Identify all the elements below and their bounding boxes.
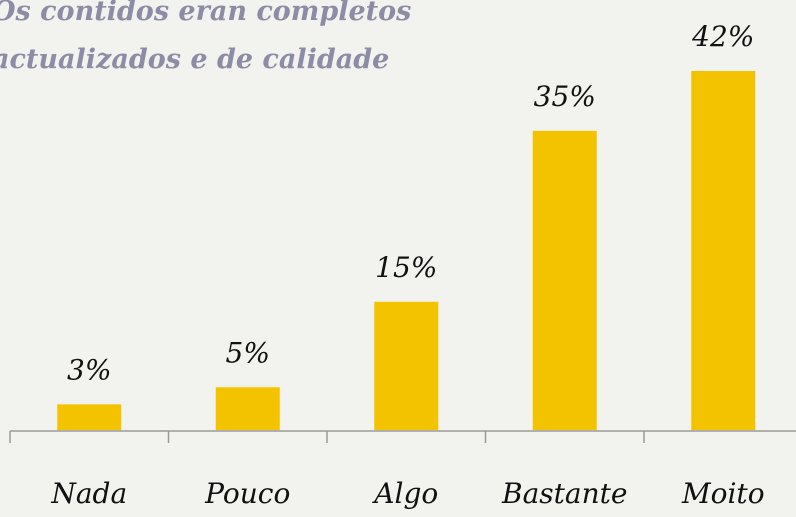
bar	[691, 71, 756, 430]
bar	[374, 301, 439, 430]
value-label: 5%	[226, 336, 270, 369]
value-label: 15%	[375, 251, 437, 284]
x-tick-label: Nada	[50, 477, 127, 510]
x-tick-label: Pouco	[204, 477, 290, 510]
bar	[215, 387, 280, 430]
chart-title: Os contidos eran completos	[0, 0, 411, 27]
bar	[57, 404, 122, 430]
chart-title: actualizados e de calidade	[0, 44, 389, 75]
bar	[532, 130, 597, 431]
value-label: 35%	[534, 80, 596, 113]
x-tick-label: Algo	[371, 477, 438, 510]
value-label: 3%	[67, 353, 111, 386]
x-tick-label: Moito	[681, 477, 765, 510]
x-tick-label: Bastante	[501, 477, 627, 510]
value-label: 42%	[691, 20, 754, 53]
